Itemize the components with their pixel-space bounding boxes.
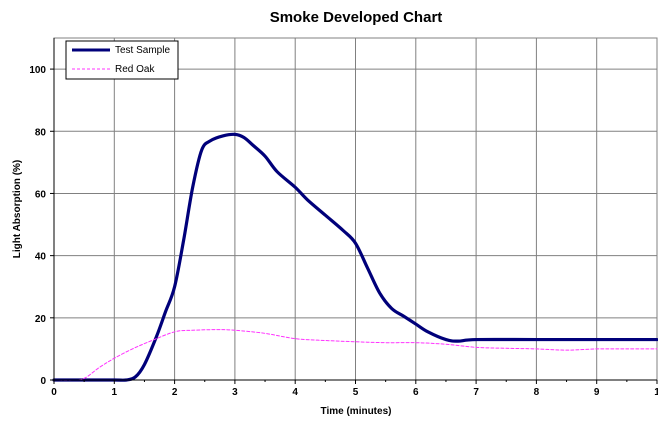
- y-axis-label: Light Absorption (%): [12, 160, 23, 259]
- x-tick-label: 1: [654, 387, 658, 398]
- y-tick-label: 80: [35, 127, 47, 138]
- legend-label-test-sample: Test Sample: [115, 45, 170, 56]
- x-tick-label: 7: [473, 387, 479, 398]
- x-tick-label: 1: [112, 387, 118, 398]
- y-tick-label: 100: [29, 65, 46, 76]
- x-tick-label: 5: [353, 387, 359, 398]
- chart-title: Smoke Developed Chart: [270, 9, 443, 26]
- y-tick-label: 60: [35, 189, 47, 200]
- legend-label-red-oak: Red Oak: [115, 64, 155, 75]
- legend-box: [65, 40, 179, 80]
- x-tick-label: 8: [534, 387, 540, 398]
- x-axis-label: Time (minutes): [321, 406, 392, 417]
- x-tick-label: 0: [51, 387, 57, 398]
- series-layer: [52, 132, 658, 382]
- x-tick-label: 3: [232, 387, 238, 398]
- x-tick-label: 6: [413, 387, 419, 398]
- y-tick-label: 0: [40, 376, 46, 387]
- x-tick-label: 4: [292, 387, 298, 398]
- x-tick-label: 2: [172, 387, 178, 398]
- series-line-red-oak: [53, 329, 658, 381]
- x-tick-label: 9: [594, 387, 600, 398]
- grid-lines: [54, 38, 657, 380]
- y-tick-label: 20: [35, 314, 47, 325]
- y-tick-label: 40: [35, 252, 47, 263]
- legend: Test Sample Red Oak: [65, 40, 179, 80]
